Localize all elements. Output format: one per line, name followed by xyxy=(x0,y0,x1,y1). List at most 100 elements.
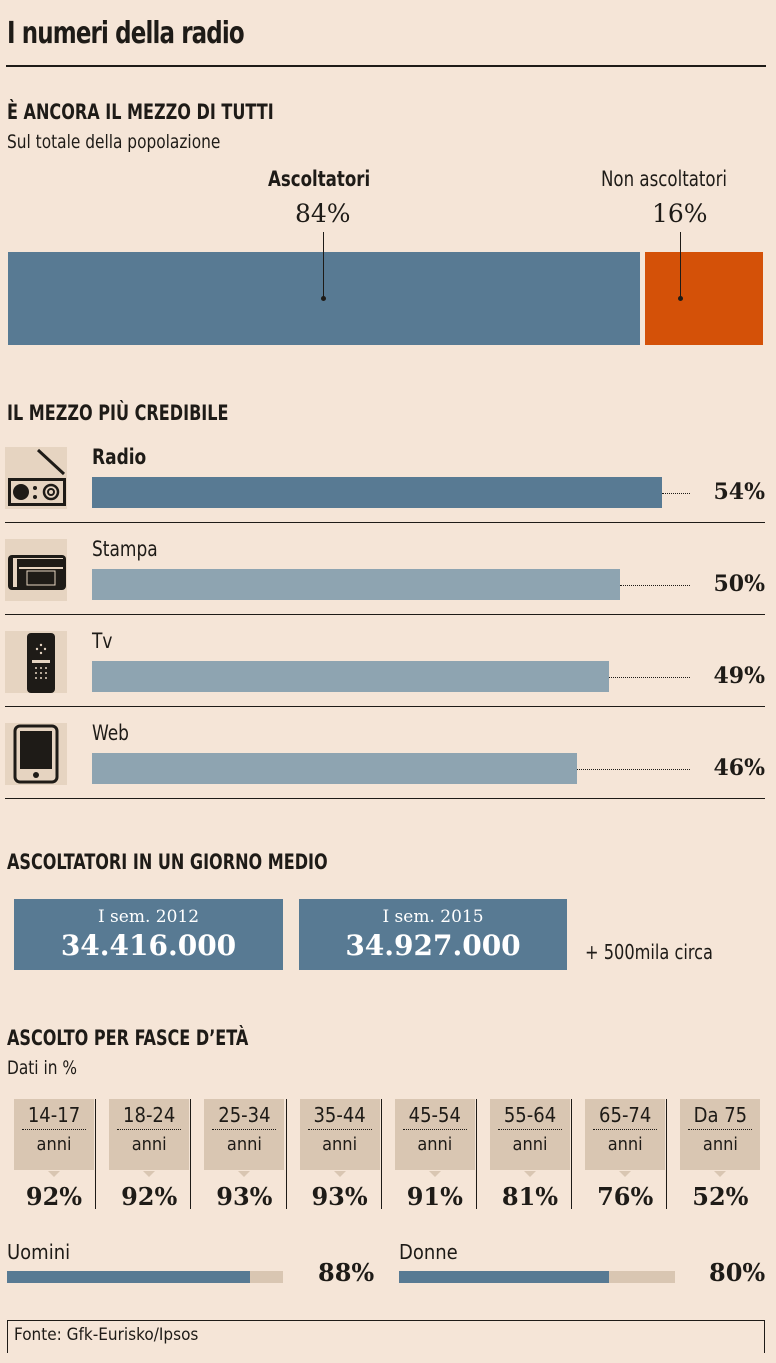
leader-line xyxy=(661,493,690,494)
pointer-dot xyxy=(678,296,683,301)
media-value: 54% xyxy=(713,479,765,505)
age-unit: anni xyxy=(131,1134,167,1155)
age-range: 14-17 xyxy=(27,1103,81,1127)
source-text: Fonte: Gfk-Eurisko/Ipsos xyxy=(14,1325,199,1345)
leader-line xyxy=(608,677,690,678)
age-label-box: 55-64 anni xyxy=(490,1099,570,1177)
age-group: 35-44 anni 93% xyxy=(299,1099,380,1211)
age-range: 45-54 xyxy=(408,1103,461,1127)
age-value: 92% xyxy=(25,1182,83,1211)
delta-text: + 500mila circa xyxy=(585,940,713,964)
pointer-line xyxy=(680,232,681,298)
age-range: 65-74 xyxy=(599,1103,652,1127)
year-box-2015: I sem. 2015 34.927.000 xyxy=(299,899,567,970)
age-value: 91% xyxy=(406,1182,463,1211)
section-subtitle: Dati in % xyxy=(7,1057,78,1079)
media-bar xyxy=(92,477,662,508)
age-range: 25-34 xyxy=(218,1103,271,1127)
column-separator xyxy=(380,1099,382,1209)
row-divider xyxy=(5,614,765,615)
age-value: 92% xyxy=(121,1182,178,1211)
gender-value-women: 80% xyxy=(709,1258,766,1287)
row-divider xyxy=(5,798,765,799)
age-value: 52% xyxy=(692,1182,749,1211)
age-group: 65-74 anni 76% xyxy=(585,1099,666,1211)
media-value: 49% xyxy=(713,663,765,689)
age-label-box: 45-54 anni xyxy=(394,1099,475,1177)
gender-bar-women xyxy=(399,1271,675,1283)
listeners-label: Ascoltatori xyxy=(268,167,371,191)
column-separator xyxy=(95,1099,97,1209)
section-subtitle: Sul totale della popolazione xyxy=(7,131,221,153)
column-separator xyxy=(571,1099,573,1209)
section-heading: ASCOLTO PER FASCE D’ETÀ xyxy=(7,1026,249,1050)
non-listeners-value: 16% xyxy=(652,199,708,228)
gender-bar-men xyxy=(7,1271,283,1283)
section-heading: IL MEZZO PIÙ CREDIBILE xyxy=(7,401,229,425)
age-unit: anni xyxy=(36,1134,72,1155)
age-value: 81% xyxy=(501,1182,559,1211)
row-divider xyxy=(5,522,765,523)
age-range: 35-44 xyxy=(313,1103,366,1127)
gender-value-men: 88% xyxy=(318,1258,375,1287)
column-separator xyxy=(666,1099,668,1209)
media-label: Tv xyxy=(92,629,113,653)
age-group: 14-17 anni 92% xyxy=(14,1099,94,1211)
section-heading: È ANCORA IL MEZZO DI TUTTI xyxy=(7,100,274,124)
age-group: Da 75 anni 52% xyxy=(680,1099,761,1211)
year-value: 34.416.000 xyxy=(60,929,237,962)
age-group: 55-64 anni 81% xyxy=(490,1099,570,1211)
title-rule xyxy=(6,65,766,67)
page-title: I numeri della radio xyxy=(7,16,245,51)
age-unit: anni xyxy=(226,1134,262,1155)
column-separator xyxy=(285,1099,287,1209)
media-label: Stampa xyxy=(92,537,158,561)
non-listeners-bar xyxy=(645,252,763,345)
row-divider xyxy=(5,706,765,707)
media-bar xyxy=(92,753,578,784)
tablet-icon xyxy=(5,723,67,785)
leader-line xyxy=(577,769,690,770)
age-unit: anni xyxy=(607,1134,643,1155)
age-unit: anni xyxy=(702,1134,738,1155)
age-value: 93% xyxy=(311,1182,368,1211)
year-box-2012: I sem. 2012 34.416.000 xyxy=(14,899,283,970)
age-unit: anni xyxy=(417,1134,453,1155)
age-unit: anni xyxy=(512,1134,548,1155)
source-box: Fonte: Gfk-Eurisko/Ipsos xyxy=(7,1320,765,1353)
age-group: 45-54 anni 91% xyxy=(394,1099,475,1211)
pointer-line xyxy=(323,232,324,298)
age-unit: anni xyxy=(322,1134,358,1155)
radio-icon xyxy=(5,447,67,509)
media-label: Radio xyxy=(92,445,147,469)
age-group: 25-34 anni 93% xyxy=(204,1099,285,1211)
age-range: 55-64 xyxy=(503,1103,557,1127)
media-bar xyxy=(92,569,620,600)
age-label-box: 65-74 anni xyxy=(585,1099,666,1177)
media-value: 50% xyxy=(713,571,765,597)
leader-line xyxy=(619,585,690,586)
remote-control-icon xyxy=(5,631,67,693)
gender-label-men: Uomini xyxy=(7,1240,71,1264)
section-heading: ASCOLTATORI IN UN GIORNO MEDIO xyxy=(7,850,328,874)
age-label-box: 25-34 anni xyxy=(204,1099,285,1177)
non-listeners-label: Non ascoltatori xyxy=(601,167,728,191)
column-separator xyxy=(190,1099,192,1209)
year-value: 34.927.000 xyxy=(345,929,521,962)
age-label-box: Da 75 anni xyxy=(680,1099,761,1177)
age-value: 76% xyxy=(597,1182,654,1211)
age-group: 18-24 anni 92% xyxy=(109,1099,190,1211)
media-bar xyxy=(92,661,609,692)
pointer-dot xyxy=(321,296,326,301)
newspaper-icon xyxy=(5,539,67,601)
column-separator xyxy=(476,1099,477,1209)
media-value: 46% xyxy=(713,755,765,781)
age-label-box: 18-24 anni xyxy=(109,1099,190,1177)
listeners-value: 84% xyxy=(295,199,351,228)
gender-label-women: Donne xyxy=(399,1240,458,1264)
year-label: I sem. 2015 xyxy=(382,907,484,927)
age-value: 93% xyxy=(216,1182,273,1211)
age-label-box: 35-44 anni xyxy=(299,1099,380,1177)
age-range: 18-24 xyxy=(123,1103,176,1127)
age-label-box: 14-17 anni xyxy=(14,1099,94,1177)
